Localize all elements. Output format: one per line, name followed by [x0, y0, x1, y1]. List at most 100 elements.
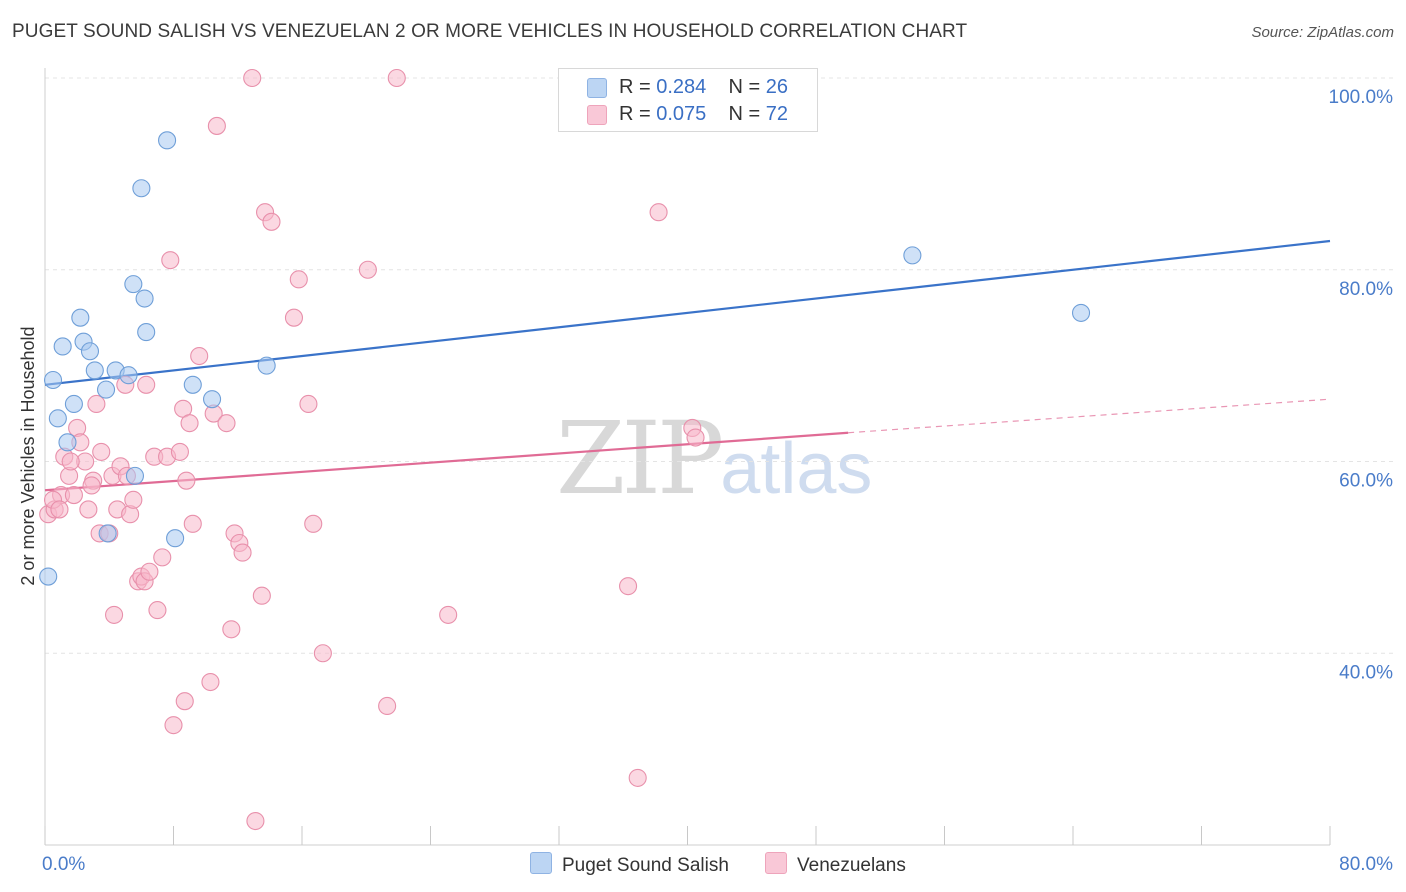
salish-point [64, 394, 83, 414]
salish-legend-label: Puget Sound Salish [562, 855, 729, 876]
salish-point [39, 567, 58, 586]
venezuelans-point [304, 514, 323, 533]
salish-point [98, 524, 117, 543]
r-label: R = [619, 76, 651, 98]
venezuelans-point [175, 692, 194, 711]
y-tick-label: 80.0% [1339, 279, 1393, 300]
y-axis-label: 2 or more Vehicles in Household [18, 326, 38, 585]
salish-point [135, 289, 154, 308]
venezuelans-point [619, 577, 638, 596]
venezuelans-point [246, 811, 265, 831]
salish-legend-swatch [530, 852, 552, 874]
venezuelans-point [686, 428, 705, 447]
venezuelans-point [299, 394, 318, 414]
y-tick-label: 100.0% [1329, 87, 1394, 108]
salish-point [183, 375, 202, 394]
venezuelans-point [313, 644, 332, 663]
venezuelans-point [92, 442, 111, 461]
venezuelans-point [201, 672, 220, 692]
trend-line-extension [848, 398, 1331, 434]
salish-point [125, 466, 144, 485]
venezuelans-point [262, 212, 281, 231]
venezuelans-point [87, 394, 106, 414]
venezuelans-legend-swatch [765, 852, 787, 874]
y-tick-label: 60.0% [1339, 471, 1393, 492]
watermark-zip: ZIP [556, 400, 724, 517]
data-points [39, 68, 1091, 831]
venezuelans-point [289, 270, 308, 289]
salish-point [53, 337, 72, 356]
salish-point [203, 390, 222, 409]
salish-point [71, 308, 90, 327]
salish-point [124, 275, 143, 294]
salish-point [1071, 303, 1091, 322]
salish-point [903, 246, 922, 265]
tick-labels: 40.0% 60.0% 80.0% 100.0% 0.0% 80.0% 2 or more … [18, 87, 1393, 875]
venezuelans-point [170, 442, 189, 461]
x-tick-label: 0.0% [42, 854, 85, 875]
venezuelans-swatch [587, 105, 607, 125]
venezuelans-point [64, 486, 83, 505]
venezuelans-point [284, 308, 304, 327]
venezuelans-point [183, 514, 202, 533]
trend-lines [44, 239, 1331, 492]
venezuelans-point [207, 116, 226, 135]
venezuelans-point [105, 605, 124, 624]
salish-swatch [587, 78, 607, 98]
n-label: N = [728, 76, 761, 98]
salish-point [96, 380, 116, 399]
watermark-atlas: atlas [720, 429, 873, 509]
r-label: R = [619, 103, 651, 125]
salish-point [119, 366, 138, 385]
legend-item-salish: Puget Sound Salish [530, 852, 729, 877]
venezuelans-point [217, 414, 236, 433]
venezuelans-legend-label: Venezuelans [797, 855, 906, 876]
salish-point [43, 370, 63, 390]
venezuelans-point [161, 251, 180, 270]
venezuelans-point [124, 490, 143, 509]
x-tick-label: 80.0% [1339, 854, 1393, 875]
salish-point [132, 179, 151, 198]
r-value: 0.284 [656, 76, 707, 98]
watermark: ZIPatlas [556, 400, 872, 517]
trend-line-salish [44, 239, 1331, 386]
venezuelans-point [140, 562, 159, 581]
venezuelans-point [378, 696, 397, 716]
venezuelans-point [177, 471, 196, 490]
venezuelans-point [50, 500, 69, 519]
salish-point [158, 131, 177, 150]
y-tick-label: 40.0% [1339, 662, 1393, 683]
venezuelans-point [222, 620, 241, 639]
n-value: 26 [765, 76, 789, 98]
salish-point [137, 323, 156, 342]
source-label: Source: ZipAtlas.com [1251, 24, 1394, 41]
venezuelans-point [243, 68, 262, 88]
venezuelans-point [79, 500, 98, 519]
venezuelans-point [153, 548, 172, 567]
salish-point [85, 361, 104, 380]
venezuelans-point [61, 452, 80, 471]
grid [45, 77, 1395, 654]
salish-point [48, 409, 67, 428]
n-value: 72 [765, 103, 789, 125]
n-label: N = [728, 103, 761, 125]
venezuelans-point [252, 586, 271, 605]
venezuelans-point [387, 68, 406, 88]
stats-legend: R = 0.284 N = 26 R = 0.075 N = 72 [558, 68, 818, 132]
venezuelans-point [82, 476, 101, 495]
venezuelans-point [628, 768, 647, 787]
venezuelans-point [233, 543, 252, 562]
axes [44, 68, 1331, 846]
venezuelans-point [148, 601, 167, 620]
venezuelans-point [649, 203, 668, 222]
venezuelans-point [180, 414, 199, 433]
salish-point [80, 342, 100, 361]
venezuelans-point [358, 260, 377, 279]
salish-point [257, 356, 276, 375]
legend-item-venezuelans: Venezuelans [765, 852, 906, 877]
venezuelans-point [137, 375, 156, 394]
venezuelans-point [190, 346, 209, 366]
chart-title: PUGET SOUND SALISH VS VENEZUELAN 2 OR MO… [12, 21, 968, 42]
r-value: 0.075 [656, 103, 707, 125]
